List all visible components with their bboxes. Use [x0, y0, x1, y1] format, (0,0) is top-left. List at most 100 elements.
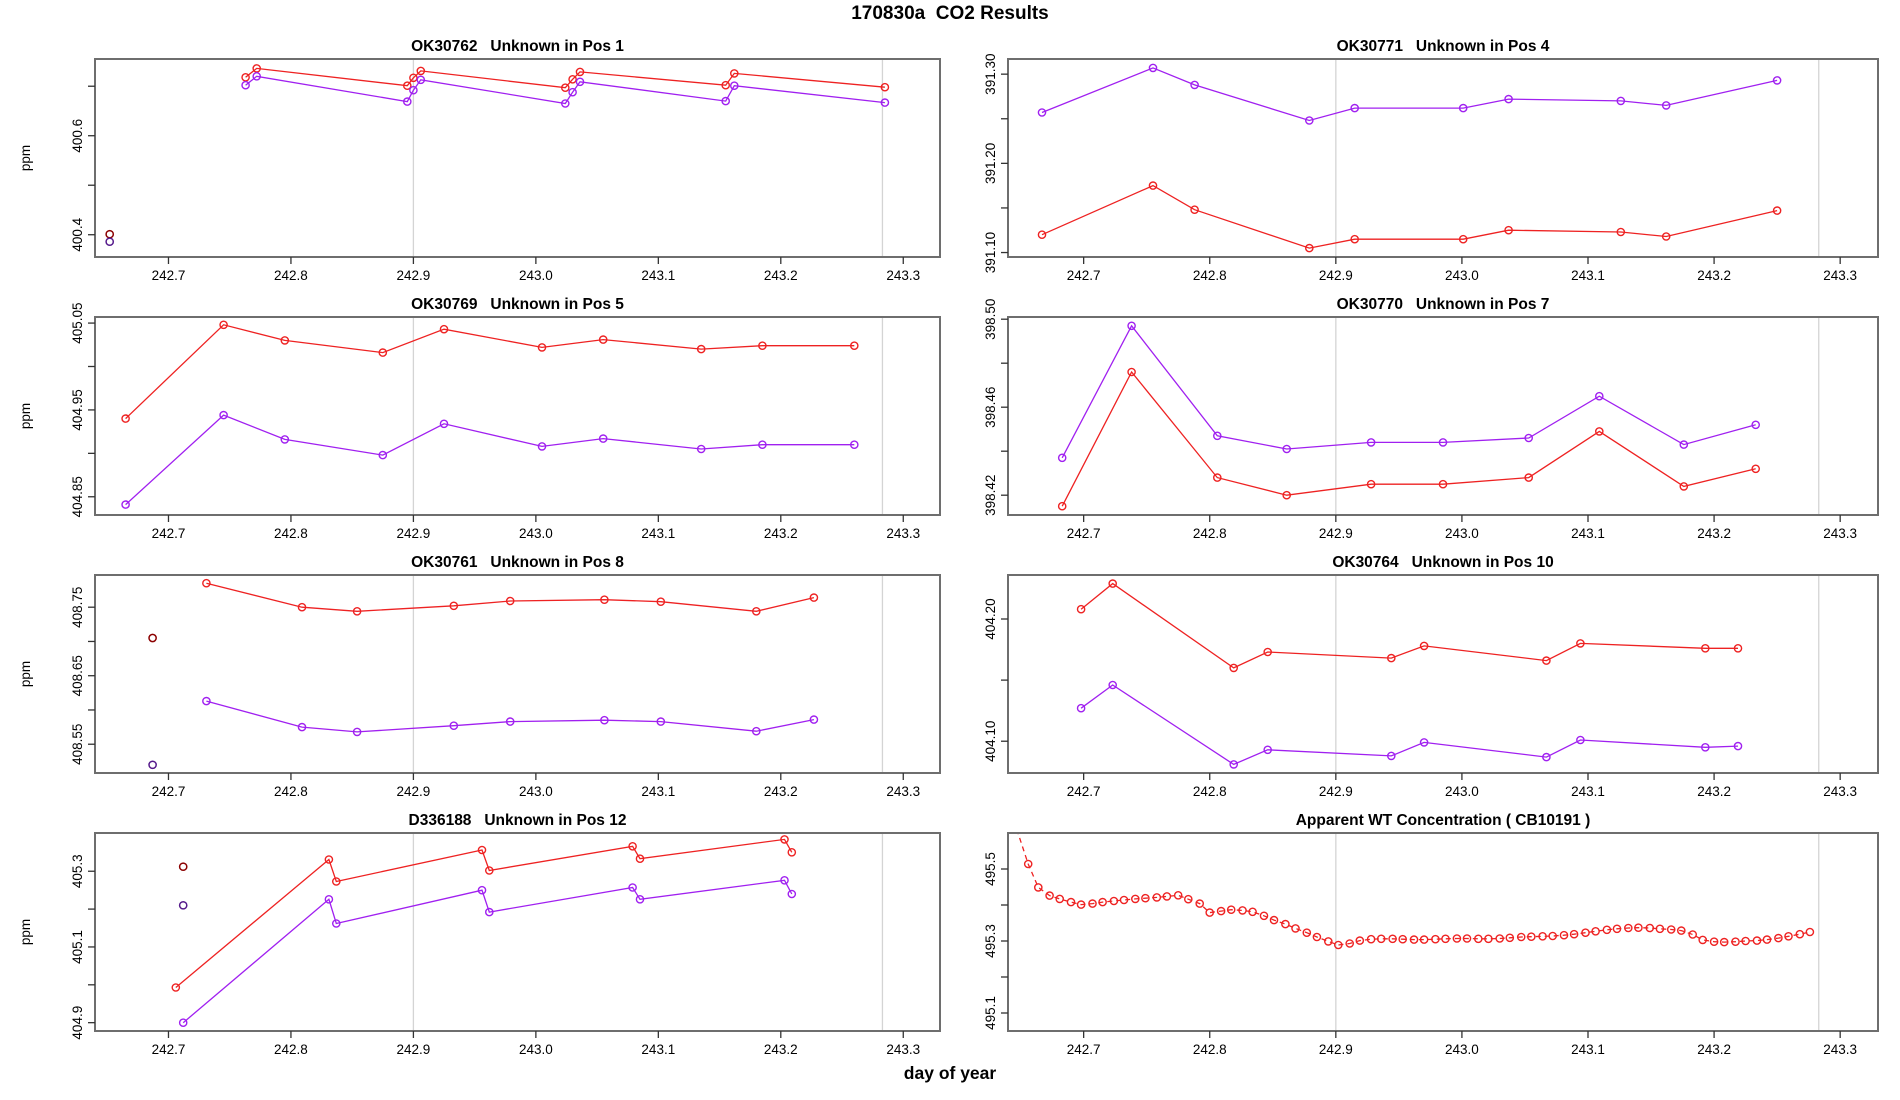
red-series-point [1581, 928, 1590, 937]
x-tick-label: 242.9 [397, 526, 431, 541]
x-tick-label: 242.7 [152, 784, 186, 799]
purple-series-point [1733, 741, 1743, 751]
red-series-line [206, 582, 815, 612]
chart-canvas: 242.7 242.8 242.9 243.0 243.1 243.2 243.3 398.4… [983, 296, 1879, 541]
x-tick-label: 242.9 [1319, 1042, 1353, 1057]
plot-box [1007, 58, 1879, 258]
purple-series-line [182, 879, 793, 1024]
red-series-point [561, 83, 570, 93]
red-series-point [1190, 205, 1199, 214]
red-series-point [696, 344, 706, 354]
x-tick-label: 242.9 [397, 784, 431, 799]
purple-series-point [656, 717, 666, 726]
red-series-point [730, 69, 739, 78]
purple-series-point [1057, 453, 1067, 463]
red-series-point [635, 854, 645, 864]
red-series-point [1076, 604, 1086, 614]
x-tick-label: 242.7 [1067, 1042, 1101, 1057]
red-series-point [1505, 933, 1515, 943]
red-series-point [1119, 895, 1129, 905]
red-series-point [537, 343, 547, 352]
red-series-point [1259, 911, 1269, 921]
red-series-point [1595, 427, 1604, 436]
purple-series-point [252, 72, 262, 81]
x-tick-label: 242.8 [274, 784, 308, 799]
red-series-point [1688, 930, 1698, 939]
purple-series-point [1366, 438, 1376, 447]
purple-series-line [245, 75, 885, 105]
x-tick-label: 243.0 [519, 784, 553, 799]
red-series-point [1452, 934, 1462, 943]
red-series-point [1229, 663, 1239, 673]
y-tick-label: 404.20 [983, 598, 998, 639]
red-series-point [1281, 919, 1290, 929]
red-series-point [1127, 367, 1136, 377]
isolated-point [148, 760, 157, 770]
series-group [1037, 63, 1782, 253]
y-tick-label: 495.3 [983, 924, 998, 958]
red-series-point [721, 80, 731, 90]
red-series-point [1023, 859, 1033, 869]
y-tick-label: 405.1 [70, 930, 85, 964]
red-series-point [656, 597, 666, 607]
purple-series-point [449, 721, 459, 730]
red-series-point [1057, 501, 1067, 511]
x-tick-label: 243.2 [764, 526, 798, 541]
purple-series-point [219, 410, 228, 420]
y-tick-label: 391.30 [983, 54, 998, 95]
y-tick-label: 404.10 [983, 721, 998, 762]
x-tick-label: 243.2 [1697, 1042, 1731, 1057]
x-tick-label: 243.3 [886, 526, 920, 541]
purple-series-point [850, 440, 859, 449]
red-series-point [1612, 924, 1622, 934]
purple-series-point [331, 919, 341, 928]
plot-box [94, 316, 941, 516]
x-tick-label: 243.1 [641, 784, 675, 799]
x-tick-label: 242.8 [1193, 526, 1227, 541]
red-series-point [1088, 899, 1097, 908]
red-series-point [1409, 935, 1419, 944]
x-tick-label: 243.2 [764, 784, 798, 799]
y-tick-label: 404.85 [70, 476, 85, 517]
red-series-point [1195, 899, 1204, 908]
chart-canvas: 242.7 242.8 242.9 243.0 243.1 243.2 243.3 391.1… [983, 38, 1879, 283]
red-series-point [1205, 908, 1215, 917]
plot-box [1007, 316, 1879, 516]
series-group [171, 835, 797, 1027]
red-series-point [787, 848, 797, 857]
red-series-point [1774, 933, 1783, 943]
purple-series-point [1037, 108, 1047, 117]
x-tick-label: 243.1 [641, 268, 675, 283]
red-series-point [1141, 893, 1150, 903]
purple-series-point [409, 85, 418, 95]
series-group [1014, 833, 1815, 950]
purple-series-point [1595, 391, 1604, 401]
purple-series-point [1661, 101, 1671, 110]
red-series-point [1772, 206, 1782, 215]
purple-series-point [1458, 103, 1468, 113]
red-series-point [1162, 892, 1172, 901]
chart-apparent-wt-concentration-cb10191: 242.7 242.8 242.9 243.0 243.1 243.2 243.3 495.1… [950, 809, 1900, 1067]
red-series-point [1366, 479, 1376, 489]
red-series-point [1666, 925, 1676, 934]
red-series-point [1762, 935, 1772, 944]
purple-series-point [561, 99, 570, 108]
x-tick-label: 242.7 [1067, 268, 1101, 283]
purple-series-point [439, 419, 449, 429]
red-series-point [1751, 464, 1761, 474]
x-tick-label: 242.8 [1193, 784, 1227, 799]
red-series-point [1034, 883, 1043, 892]
y-tick-label: 404.9 [70, 1006, 85, 1040]
purple-series-point [1751, 420, 1761, 430]
red-series-point [1784, 932, 1793, 941]
x-tick-label: 242.8 [1193, 268, 1227, 283]
purple-series-point [1438, 438, 1448, 447]
chart-canvas: 242.7 242.8 242.9 243.0 243.1 243.2 243.3 495.1… [983, 812, 1879, 1057]
red-series-point [1559, 930, 1569, 940]
red-series-point [439, 324, 449, 334]
red-series-point [1388, 934, 1397, 944]
purple-series-point [730, 81, 739, 91]
red-series-point [1386, 653, 1396, 663]
red-series-point [1419, 641, 1429, 651]
